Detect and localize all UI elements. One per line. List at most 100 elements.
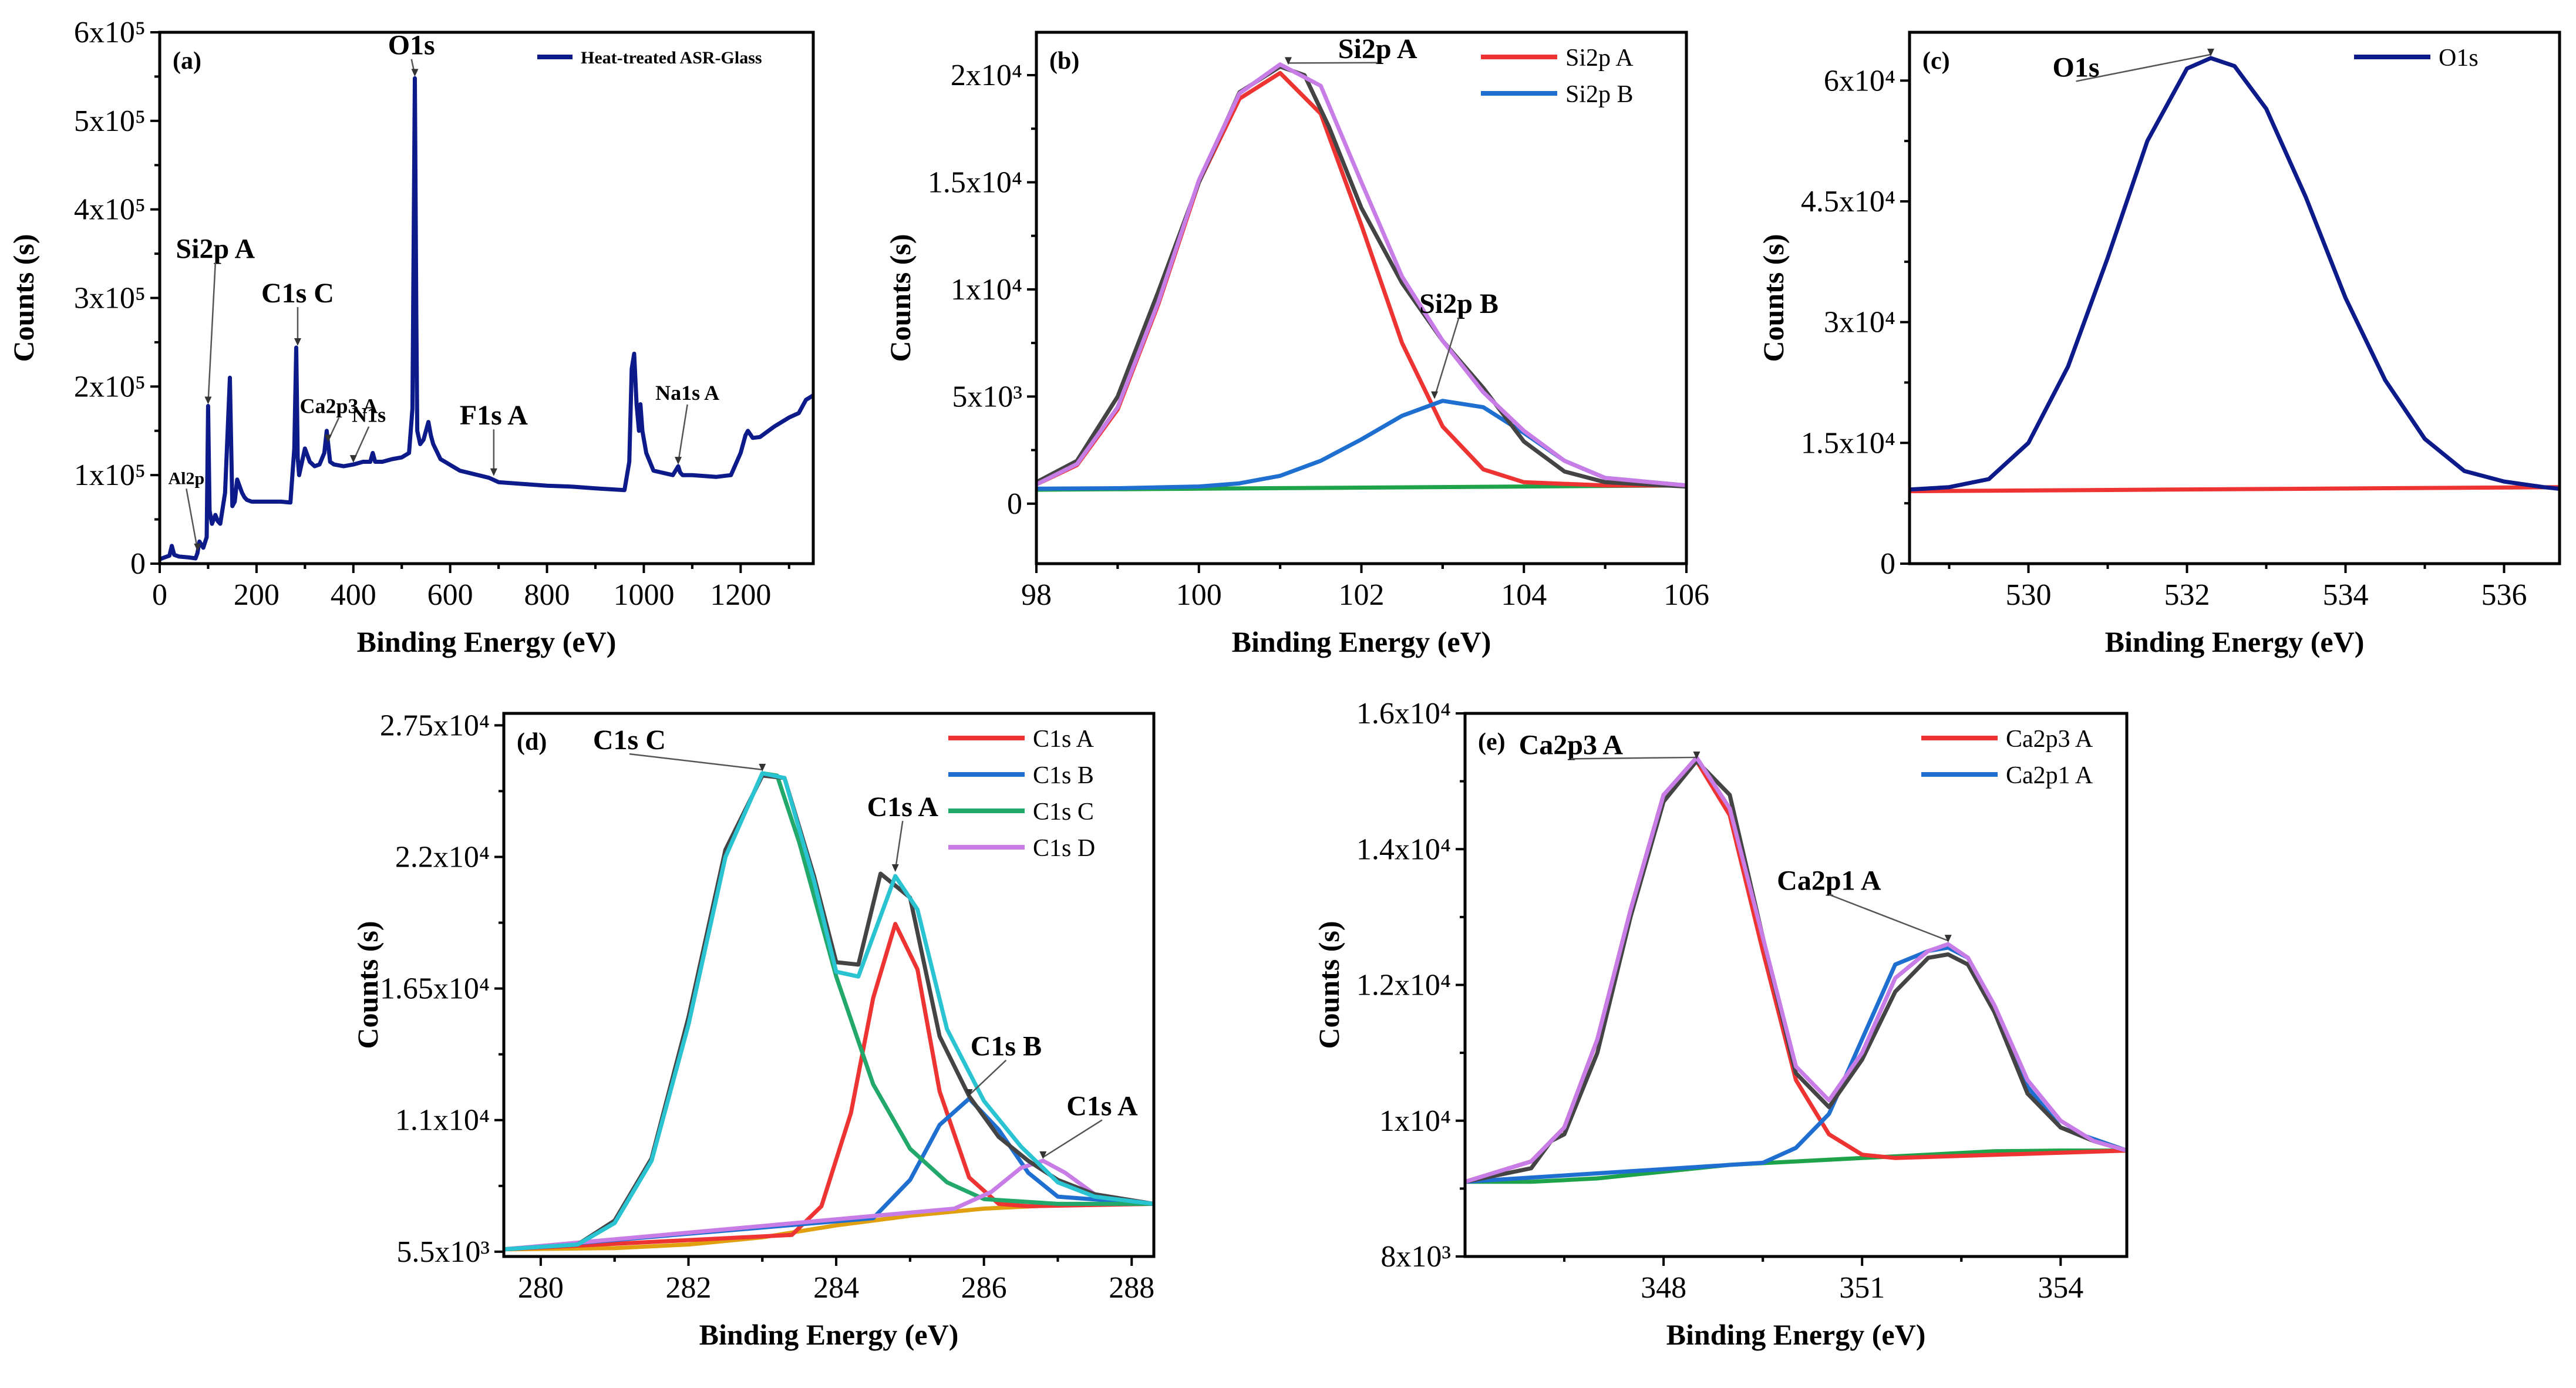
y-tick-label: 3x10⁴ xyxy=(1824,306,1895,339)
plot-frame-d xyxy=(502,712,1156,1258)
annotation-arrow xyxy=(2207,48,2214,56)
x-tick-label: 600 xyxy=(427,578,473,612)
annotation-arrow xyxy=(891,864,899,872)
y-tick-label: 1x10⁵ xyxy=(74,459,146,492)
y-axis-title: Counts (s) xyxy=(884,234,917,362)
y-tick-label: 2x10⁴ xyxy=(951,59,1022,92)
y-tick-label: 3x10⁵ xyxy=(74,282,146,315)
annotation-label: Si2p B xyxy=(1419,288,1499,319)
annotation-label: Ca2p3 A xyxy=(1519,729,1624,760)
annotation-label: Ca2p3 A xyxy=(300,395,378,418)
y-axis-title: Counts (s) xyxy=(1757,234,1790,362)
annotation-arrow xyxy=(1944,935,1952,943)
x-tick-label: 106 xyxy=(1664,578,1709,612)
annotation-label: F1s A xyxy=(460,400,528,431)
y-axis-title: Counts (s) xyxy=(1312,921,1345,1049)
y-tick-label: 1x10⁴ xyxy=(1379,1104,1451,1138)
legend-label: C1s B xyxy=(1033,762,1094,789)
legend-label: Si2p B xyxy=(1565,81,1634,108)
x-tick-label: 532 xyxy=(2164,578,2210,612)
legend-label: O1s xyxy=(2439,45,2479,72)
x-tick-label: 1000 xyxy=(613,578,674,612)
chart-panel-a: 0 200 400 600 800 1000 1200 0 1x10⁵ 2x10⁵ 3x10⁵ 4x1… xyxy=(7,16,815,658)
x-axis-title: Binding Energy (eV) xyxy=(1232,625,1491,658)
y-tick-label: 1.5x10⁴ xyxy=(1801,426,1895,460)
panel-label: (a) xyxy=(173,48,201,75)
y-tick-label: 1.4x10⁴ xyxy=(1356,833,1451,866)
x-tick-label: 354 xyxy=(2038,1271,2083,1305)
x-tick-label: 400 xyxy=(331,578,376,612)
y-tick-label: 1.6x10⁴ xyxy=(1356,697,1451,730)
annotation-leader xyxy=(677,404,688,463)
annotation-leader xyxy=(629,753,763,771)
series-c-o1s xyxy=(1910,56,2560,492)
y-tick-label: 2x10⁵ xyxy=(74,370,146,403)
x-tick-label: 800 xyxy=(524,578,570,612)
annotation-arrow xyxy=(1431,391,1439,399)
annotation-label: Si2p A xyxy=(1338,33,1417,65)
x-tick-label: 1200 xyxy=(710,578,771,612)
annotation-arrow xyxy=(411,69,419,77)
y-tick-label: 1.2x10⁴ xyxy=(1356,969,1451,1002)
x-tick-label: 284 xyxy=(813,1271,859,1305)
legend-label: Ca2p1 A xyxy=(2006,762,2093,789)
y-tick-label: 5x10⁵ xyxy=(74,105,146,138)
annotation-arrow xyxy=(674,457,682,465)
annotation-leader xyxy=(1433,317,1460,398)
y-tick-label: 2.2x10⁴ xyxy=(395,840,490,874)
x-tick-label: 280 xyxy=(518,1271,564,1305)
y-tick-label: 2.75x10⁴ xyxy=(380,709,490,742)
series-b-measured xyxy=(1036,64,1686,489)
x-axis-title: Binding Energy (eV) xyxy=(1666,1318,1926,1351)
legend-label: Ca2p3 A xyxy=(2006,726,2093,753)
panel-label: (b) xyxy=(1049,48,1079,75)
y-tick-label: 1.5x10⁴ xyxy=(928,166,1022,199)
annotation-arrow xyxy=(759,763,766,772)
y-tick-label: 5x10³ xyxy=(952,380,1022,413)
y-tick-label: 6x10⁴ xyxy=(1824,64,1895,97)
x-tick-label: 351 xyxy=(1839,1271,1885,1305)
legend-label: Heat-treated ASR-Glass xyxy=(581,48,762,68)
annotation-label: C1s C xyxy=(593,725,666,756)
legend-label: C1s A xyxy=(1033,726,1095,753)
x-tick-label: 98 xyxy=(1021,578,1052,612)
y-tick-label: 0 xyxy=(1007,487,1022,521)
y-tick-label: 8x10³ xyxy=(1380,1240,1451,1274)
annotation-arrow xyxy=(324,434,332,443)
y-tick-label: 1.65x10⁴ xyxy=(380,972,490,1006)
legend-label: Si2p A xyxy=(1565,45,1634,72)
y-tick-label: 0 xyxy=(1880,547,1895,581)
series-b-envelope xyxy=(1036,62,1686,488)
y-axis-title: Counts (s) xyxy=(7,234,40,362)
annotation-label: N1s xyxy=(352,403,386,427)
annotation-leader xyxy=(207,262,217,403)
chart-panel-b: 98 100 102 104 106 0 5x10³ 1x10⁴ 1.5x10⁴ 2x10⁴ Bin… xyxy=(884,31,1709,658)
annotation-arrow xyxy=(294,338,301,346)
legend-label: C1s C xyxy=(1033,799,1094,826)
annotation-label: C1s C xyxy=(261,278,334,309)
chart-panel-d: 280 282 284 286 288 5.5x10³ 1.1x10⁴ 1.65x10⁴ 2.2… xyxy=(351,709,1156,1351)
series-a-heat-treated-asr-glass xyxy=(160,76,813,561)
y-tick-label: 4x10⁵ xyxy=(74,193,146,227)
annotation-label: C1s A xyxy=(867,791,939,823)
x-tick-label: 100 xyxy=(1176,578,1222,612)
annotation-leader xyxy=(2076,53,2211,82)
annotation-arrow xyxy=(194,543,201,551)
y-tick-label: 1x10⁴ xyxy=(951,273,1022,306)
annotation-label: C1s B xyxy=(971,1031,1042,1062)
series-e-measured xyxy=(1465,759,2127,1184)
x-tick-label: 102 xyxy=(1339,578,1385,612)
plot-frame-c xyxy=(1908,31,2561,565)
annotation-label: Na1s A xyxy=(655,381,719,405)
x-tick-label: 286 xyxy=(961,1271,1007,1305)
legend-label: C1s D xyxy=(1033,835,1095,862)
x-tick-label: 288 xyxy=(1109,1271,1154,1305)
annotation-arrow xyxy=(204,396,212,405)
annotation-arrow xyxy=(349,455,357,463)
x-tick-label: 530 xyxy=(2006,578,2052,612)
panel-label: (d) xyxy=(517,729,547,756)
series-d-c1s-a xyxy=(504,922,1154,1252)
series-c-baseline xyxy=(1910,485,2560,494)
